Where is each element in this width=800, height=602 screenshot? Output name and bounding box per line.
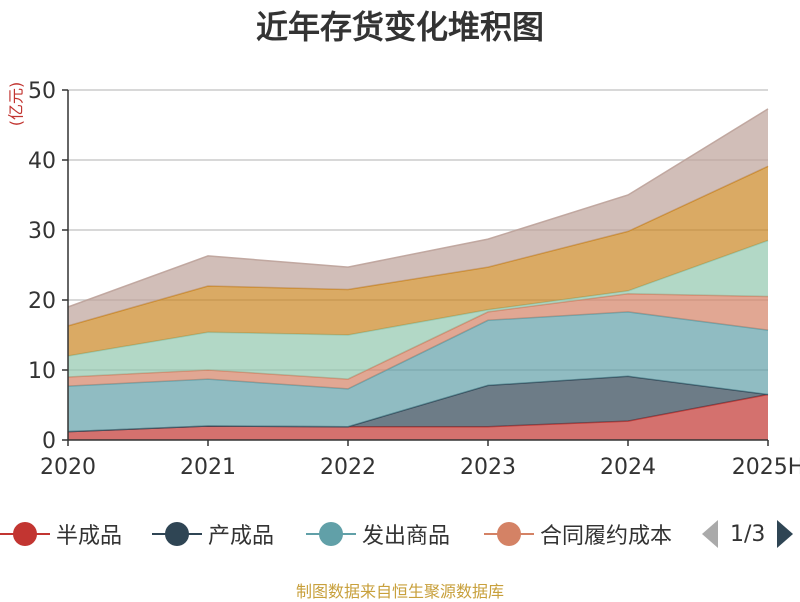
area-发出商品 [68, 311, 768, 432]
area-series-7 [68, 108, 768, 326]
legend-label: 产成品 [208, 524, 275, 549]
legend-item[interactable]: 合同履约成本 [484, 516, 672, 552]
x-tick-label: 2025H [732, 455, 800, 480]
x-tick-label: 2024 [600, 455, 656, 480]
tick-labels: 0 10 20 30 40 50 2020 2021 2022 2023 2024 2025H [28, 79, 800, 480]
y-tick-label: 20 [28, 289, 56, 314]
y-tick-label: 10 [28, 359, 56, 384]
legend-marker-icon [306, 516, 356, 552]
legend-item[interactable]: 发出商品 [306, 516, 450, 552]
legend-marker-icon [152, 516, 202, 552]
legend-label: 发出商品 [362, 524, 451, 549]
area-半成品 [68, 394, 768, 440]
legend-marker-icon [484, 516, 534, 552]
x-tick-label: 2023 [460, 455, 516, 480]
legend-marker-icon [0, 516, 50, 552]
area-series-5 [68, 240, 768, 380]
previous-page-icon[interactable] [702, 520, 718, 548]
y-tick-label: 40 [28, 149, 56, 174]
axes [62, 89, 769, 446]
legend-item[interactable]: 半成品 [0, 516, 122, 552]
legend-label: 合同履约成本 [540, 524, 673, 549]
data-source: 制图数据来自恒生聚源数据库 [295, 582, 504, 601]
legend-item[interactable]: 产成品 [152, 516, 274, 552]
next-page-icon[interactable] [777, 520, 794, 548]
y-tick-label: 30 [28, 219, 56, 244]
legend-pager: 1/3 [702, 516, 794, 552]
x-tick-label: 2022 [320, 455, 376, 480]
page-indicator: 1/3 [730, 521, 766, 547]
x-tick-label: 2020 [40, 455, 96, 480]
area-series [67, 108, 769, 440]
area-series-6 [68, 166, 768, 356]
area-合同履约成本 [68, 293, 768, 389]
area-产成品 [68, 376, 768, 432]
legend-label: 半成品 [56, 524, 123, 549]
x-tick-label: 2021 [180, 455, 236, 480]
y-tick-label: 0 [42, 429, 56, 454]
legend: 半成品 产成品 发出商品 合同履约成本 [0, 516, 800, 552]
y-tick-label: 50 [28, 79, 56, 104]
line-series-7 [67, 108, 769, 308]
chart-title: 近年存货变化堆积图 [255, 8, 544, 46]
